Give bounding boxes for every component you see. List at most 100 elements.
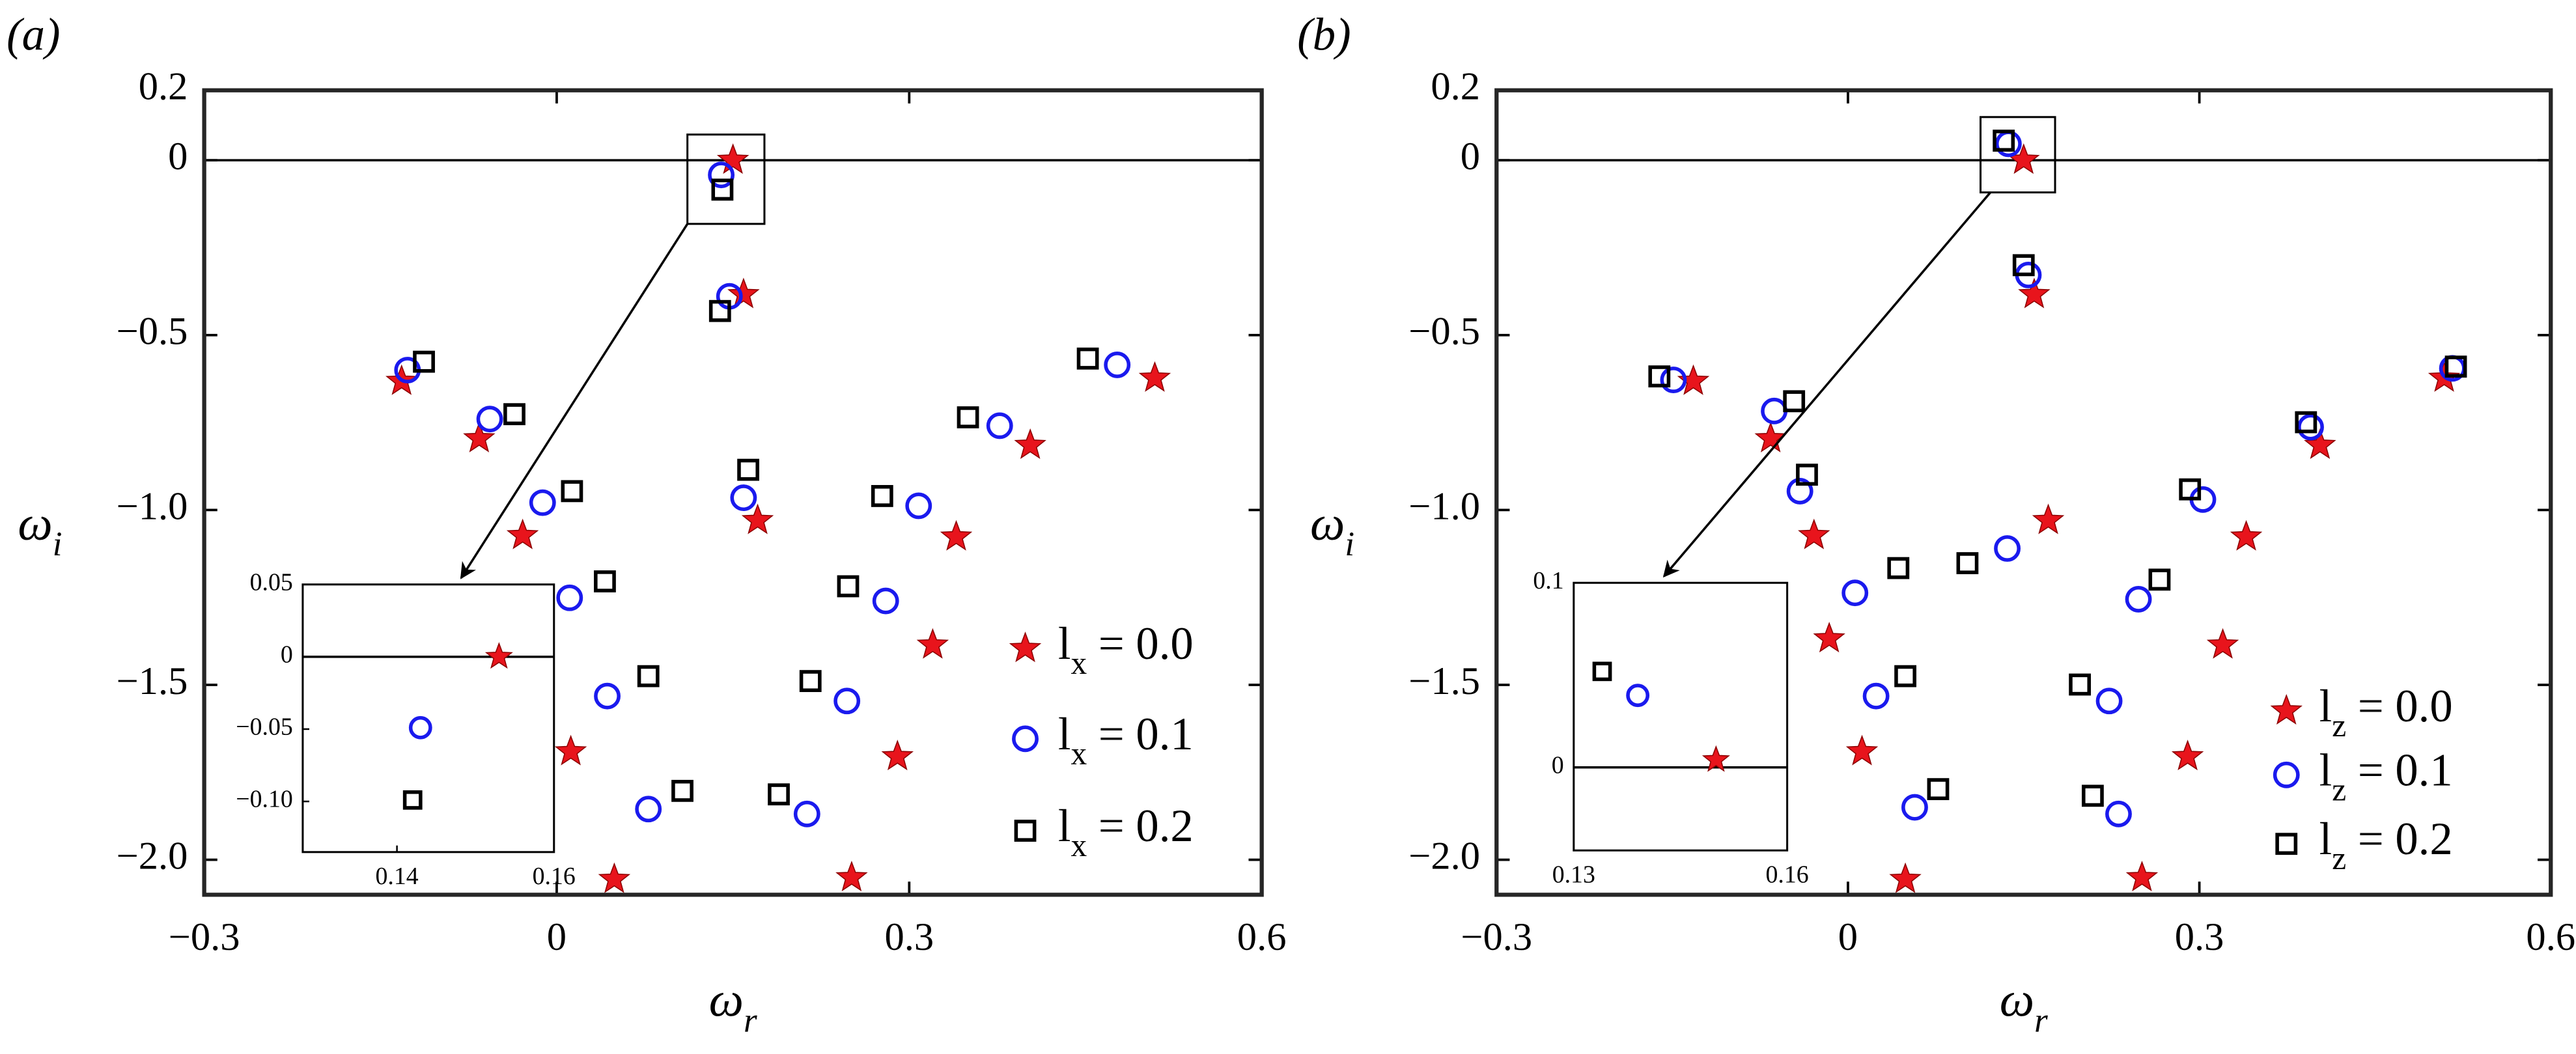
square-marker: [1783, 390, 1806, 413]
zoom-box: [1980, 116, 2056, 194]
star-marker: [940, 520, 973, 551]
square-marker: [2295, 411, 2317, 434]
square-marker: [2444, 355, 2467, 378]
star-marker: [2032, 503, 2065, 534]
y-tick-label: 0: [1461, 135, 1480, 178]
square-marker: [1887, 557, 1910, 579]
square-marker: [737, 458, 759, 481]
circle-marker: [793, 800, 820, 827]
circle-marker: [905, 492, 932, 520]
x-tick-label: −0.3: [169, 915, 240, 959]
x-tick-label: 0.6: [2526, 915, 2575, 959]
square-marker: [1894, 665, 1916, 687]
legend-label: lz = 0.1: [2319, 745, 2453, 807]
star-marker: [1798, 518, 1830, 549]
star-marker: [506, 518, 539, 549]
square-marker: [799, 670, 822, 693]
inset-y-tick-label: 0: [281, 641, 293, 669]
legend-label: lz = 0.0: [2319, 681, 2453, 743]
star-marker: [2018, 277, 2051, 309]
square-marker: [1927, 778, 1950, 801]
legend-label: lx = 0.0: [1058, 618, 1194, 681]
square-marker: [711, 178, 734, 201]
legend-marker: [2275, 833, 2298, 855]
square-marker: [957, 406, 979, 428]
square-marker: [1076, 347, 1099, 370]
zoom-arrow: [460, 223, 689, 579]
square-marker: [594, 570, 616, 592]
y-axis-label: ωi: [18, 497, 62, 563]
star-marker: [463, 421, 496, 452]
inset-y-tick-label: −0.10: [236, 786, 292, 813]
circle-marker: [1626, 684, 1650, 708]
star-marker: [916, 628, 949, 659]
square-marker: [871, 485, 893, 507]
star-marker: [2125, 861, 2159, 892]
y-tick-label: −2.0: [117, 835, 188, 878]
circle-marker: [1786, 477, 1813, 505]
circle-marker: [408, 715, 432, 740]
x-tick-label: 0.3: [884, 915, 934, 959]
square-marker: [1648, 365, 1671, 388]
circle-marker: [556, 584, 583, 611]
y-tick-label: −0.5: [1408, 310, 1480, 354]
circle-marker: [2095, 687, 2123, 715]
star-marker: [881, 740, 914, 771]
square-marker: [503, 403, 525, 426]
star-marker: [1138, 361, 1171, 392]
square-marker: [2082, 784, 2104, 807]
square-marker: [402, 790, 423, 810]
x-axis-label: ωr: [709, 973, 757, 1040]
star-marker: [1754, 421, 1787, 452]
y-tick-label: 0.2: [1431, 65, 1480, 109]
y-tick-label: −1.5: [1408, 659, 1480, 703]
inset-y-tick-label: 0: [1552, 751, 1564, 779]
legend-marker: [2270, 693, 2303, 725]
square-marker: [1592, 661, 1612, 682]
axes-frame: [1494, 88, 2553, 897]
y-tick-label: −2.0: [1408, 835, 1480, 878]
circle-marker: [1841, 579, 1869, 607]
circle-marker: [1862, 682, 1890, 710]
square-marker: [2069, 673, 2092, 696]
y-tick-label: −1.5: [117, 659, 188, 703]
star-marker: [1677, 364, 1710, 395]
inset-x-tick-label: 0.14: [376, 863, 419, 890]
circle-marker: [872, 587, 899, 615]
x-tick-label: −0.3: [1461, 915, 1532, 959]
x-axis-label: ωr: [2000, 973, 2048, 1040]
square-marker: [1956, 552, 1979, 574]
inset-y-tick-label: −0.05: [236, 714, 292, 741]
star-marker: [1889, 862, 1922, 893]
inset-y-tick-label: 0.1: [1533, 567, 1563, 594]
square-marker: [2148, 568, 2171, 591]
star-marker: [1813, 622, 1845, 653]
circle-marker: [2105, 800, 2132, 827]
y-tick-label: −0.5: [117, 310, 188, 354]
inset-x-tick-label: 0.13: [1552, 861, 1595, 888]
x-tick-label: 0: [1838, 915, 1858, 959]
square-marker: [708, 299, 731, 322]
circle-marker: [476, 406, 503, 433]
square-marker: [1796, 464, 1818, 486]
legend-marker: [1012, 725, 1039, 753]
square-marker: [413, 350, 435, 373]
circle-marker: [2297, 413, 2324, 441]
circle-marker: [1660, 367, 1687, 393]
x-tick-label: 0.6: [1237, 915, 1287, 959]
circle-marker: [594, 682, 621, 710]
square-marker: [671, 779, 693, 802]
circle-marker: [2125, 585, 2152, 613]
legend-label: lz = 0.2: [2319, 814, 2453, 876]
inset-x-tick-label: 0.16: [1766, 861, 1809, 888]
panel-label: (b): [1297, 10, 1351, 61]
y-axis-label: ωi: [1310, 497, 1354, 563]
y-tick-label: −1.0: [117, 484, 188, 528]
axes-frame: [202, 88, 1264, 897]
panel-label: (a): [7, 10, 60, 61]
zoom-box: [686, 133, 766, 225]
circle-marker: [1104, 352, 1131, 378]
star-marker: [716, 143, 749, 174]
inset-frame: [301, 583, 555, 853]
square-marker: [1993, 130, 2015, 152]
